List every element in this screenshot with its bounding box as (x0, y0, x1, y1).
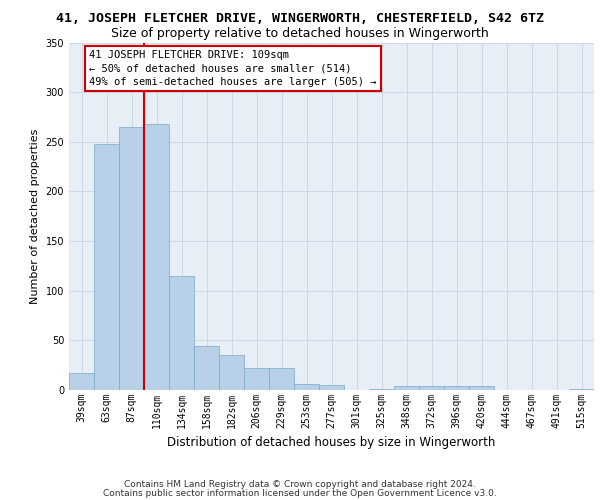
Bar (419, 386, 444, 390)
Bar (219, 355, 244, 390)
Bar (569, 389, 594, 390)
Text: 41 JOSEPH FLETCHER DRIVE: 109sqm
← 50% of detached houses are smaller (514)
49% : 41 JOSEPH FLETCHER DRIVE: 109sqm ← 50% o… (89, 50, 377, 87)
Bar (69, 373, 94, 390)
Text: Contains public sector information licensed under the Open Government Licence v3: Contains public sector information licen… (103, 488, 497, 498)
X-axis label: Distribution of detached houses by size in Wingerworth: Distribution of detached houses by size … (167, 436, 496, 450)
Bar (294, 384, 319, 390)
Text: 41, JOSEPH FLETCHER DRIVE, WINGERWORTH, CHESTERFIELD, S42 6TZ: 41, JOSEPH FLETCHER DRIVE, WINGERWORTH, … (56, 12, 544, 26)
Bar (144, 124, 169, 390)
Bar (319, 385, 344, 390)
Bar (269, 368, 294, 390)
Text: Size of property relative to detached houses in Wingerworth: Size of property relative to detached ho… (111, 28, 489, 40)
Bar (119, 127, 144, 390)
Bar (444, 386, 469, 390)
Bar (394, 386, 419, 390)
Bar (94, 144, 119, 390)
Bar (369, 389, 394, 390)
Bar (194, 346, 219, 390)
Bar (169, 276, 194, 390)
Bar (469, 386, 494, 390)
Bar (244, 368, 269, 390)
Text: Contains HM Land Registry data © Crown copyright and database right 2024.: Contains HM Land Registry data © Crown c… (124, 480, 476, 489)
Y-axis label: Number of detached properties: Number of detached properties (30, 128, 40, 304)
